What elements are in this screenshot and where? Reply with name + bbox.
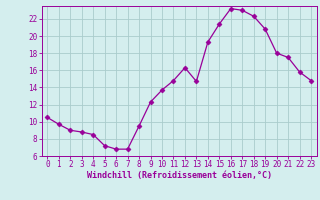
X-axis label: Windchill (Refroidissement éolien,°C): Windchill (Refroidissement éolien,°C) <box>87 171 272 180</box>
